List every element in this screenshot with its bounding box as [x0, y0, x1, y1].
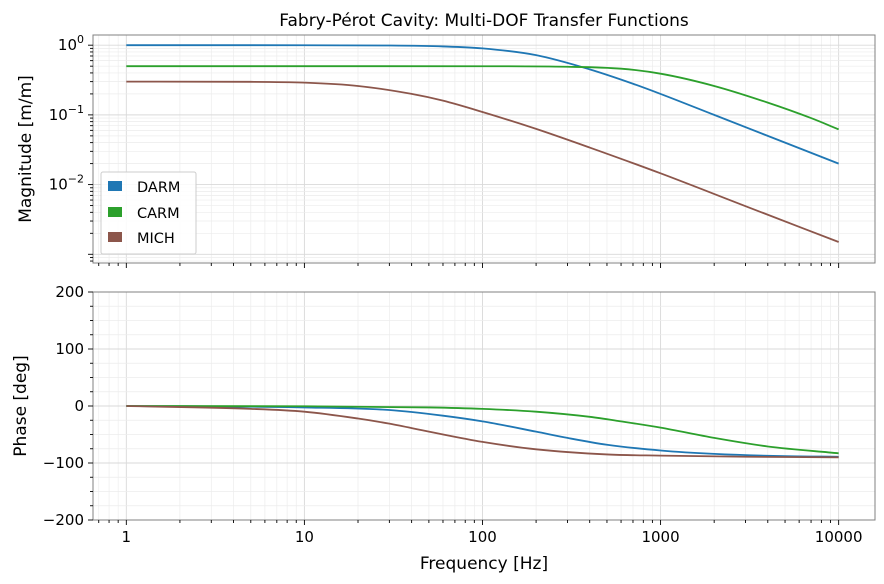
ph-series-mich — [126, 405, 839, 459]
legend-label-carm: CARM — [137, 206, 180, 222]
legend-swatch-mich — [108, 232, 122, 242]
ph-series-darm — [126, 405, 839, 458]
ph-series-carm — [126, 405, 839, 455]
legend-entry-carm: CARM — [108, 206, 180, 222]
magnitude-y-axis-label: Magnitude [m/m] — [16, 75, 36, 223]
legend-label-darm: DARM — [137, 180, 180, 196]
mag-y-tick-label: 100 — [58, 33, 84, 54]
legend-entry-darm: DARM — [108, 180, 180, 196]
magnitude-panel: 10−2 10−1 100 Magnitude [m/m] DARM CARM MI… — [16, 33, 876, 268]
legend-swatch-carm — [108, 207, 122, 217]
mag-series-mich — [126, 80, 839, 243]
x-tick-label: 1000 — [641, 528, 679, 546]
legend-label-mich: MICH — [137, 231, 175, 247]
legend: DARM CARM MICH — [100, 171, 197, 255]
x-tick-label: 1 — [122, 528, 132, 546]
mag-series-carm — [126, 65, 839, 131]
phase-series — [126, 405, 839, 459]
legend-entry-mich: MICH — [108, 231, 175, 247]
phase-y-axis-label: Phase [deg] — [11, 355, 31, 456]
legend-box — [100, 171, 197, 255]
mag-y-tick-label: 10−2 — [49, 173, 84, 194]
ph-y-tick-label: 200 — [55, 283, 84, 301]
phase-panel: −200 −100 0 100 200 1 10 100 1000 10000 Phase [de… — [11, 283, 876, 574]
x-tick-label: 10000 — [815, 528, 863, 546]
magnitude-plot-area — [93, 35, 875, 263]
ph-y-tick-label: 100 — [55, 340, 84, 358]
magnitude-series — [126, 44, 839, 243]
x-tick-label: 100 — [468, 528, 497, 546]
magnitude-frame — [92, 34, 876, 264]
ph-y-tick-label: −100 — [43, 454, 84, 472]
magnitude-axis-ticks: 10−2 10−1 100 — [49, 33, 840, 268]
chart-title: Fabry-Pérot Cavity: Multi-DOF Transfer F… — [279, 11, 689, 31]
legend-swatch-darm — [108, 181, 122, 191]
x-axis-label: Frequency [Hz] — [420, 554, 548, 574]
mag-series-darm — [126, 44, 839, 165]
ph-y-tick-label: 0 — [74, 397, 84, 415]
x-tick-label: 10 — [295, 528, 314, 546]
mag-y-tick-label: 10−1 — [49, 103, 84, 124]
ph-y-tick-label: −200 — [43, 511, 84, 529]
phase-axis-ticks: −200 −100 0 100 200 1 10 100 1000 10000 — [43, 283, 863, 546]
